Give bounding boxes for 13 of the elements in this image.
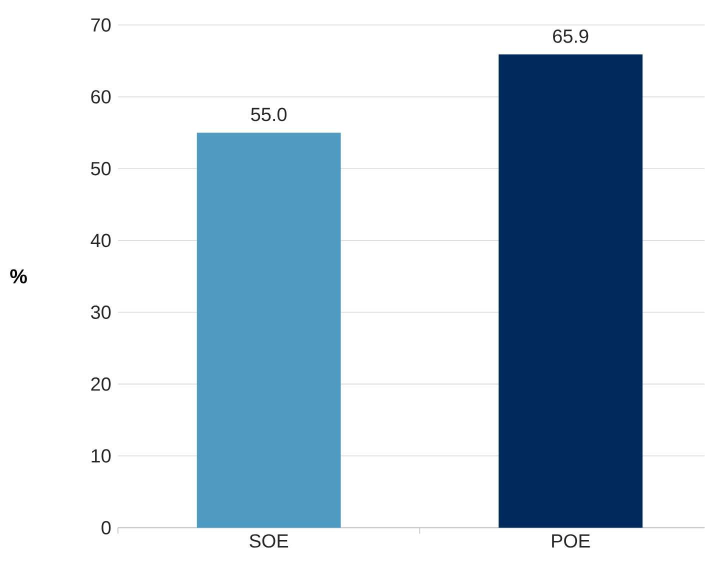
x-tick-label: POE	[552, 534, 590, 548]
x-tick-label: SOE	[250, 534, 288, 548]
y-tick-label: 50	[91, 162, 111, 176]
y-tick-label: 30	[91, 306, 111, 320]
data-label: 65.9	[553, 30, 588, 44]
y-tick-label: 40	[90, 234, 111, 248]
y-tick-label: 10	[92, 449, 111, 463]
y-axis-title: %	[10, 269, 27, 284]
data-label: 55.0	[251, 108, 287, 122]
y-tick-label: 0	[102, 521, 111, 535]
y-tick-label: 60	[91, 90, 111, 104]
y-tick-label: 20	[91, 377, 111, 391]
y-tick-label: 70	[91, 18, 111, 32]
